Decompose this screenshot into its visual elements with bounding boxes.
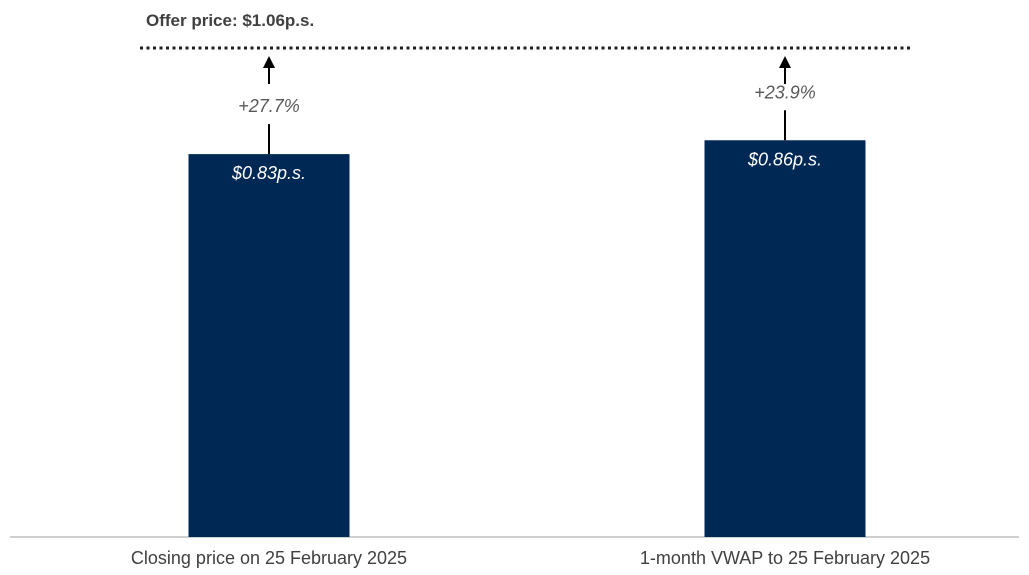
bar-1 [188,154,350,538]
category-label-2: 1-month VWAP to 25 February 2025 [640,548,930,568]
chart-title: Offer price: $1.06p.s. [146,11,314,30]
bar-2 [704,140,866,537]
bar-value-label-2: $0.86p.s. [747,149,822,169]
premium-label-1: +27.7% [238,96,300,116]
bar-value-label-1: $0.83p.s. [231,163,306,183]
category-label-1: Closing price on 25 February 2025 [131,548,407,568]
premium-label-2: +23.9% [754,82,816,102]
bars-group: $0.83p.s. +27.7% Closing price on 25 Febru… [131,56,930,568]
arrow-up-icon [263,56,275,68]
arrow-up-icon [779,56,791,68]
